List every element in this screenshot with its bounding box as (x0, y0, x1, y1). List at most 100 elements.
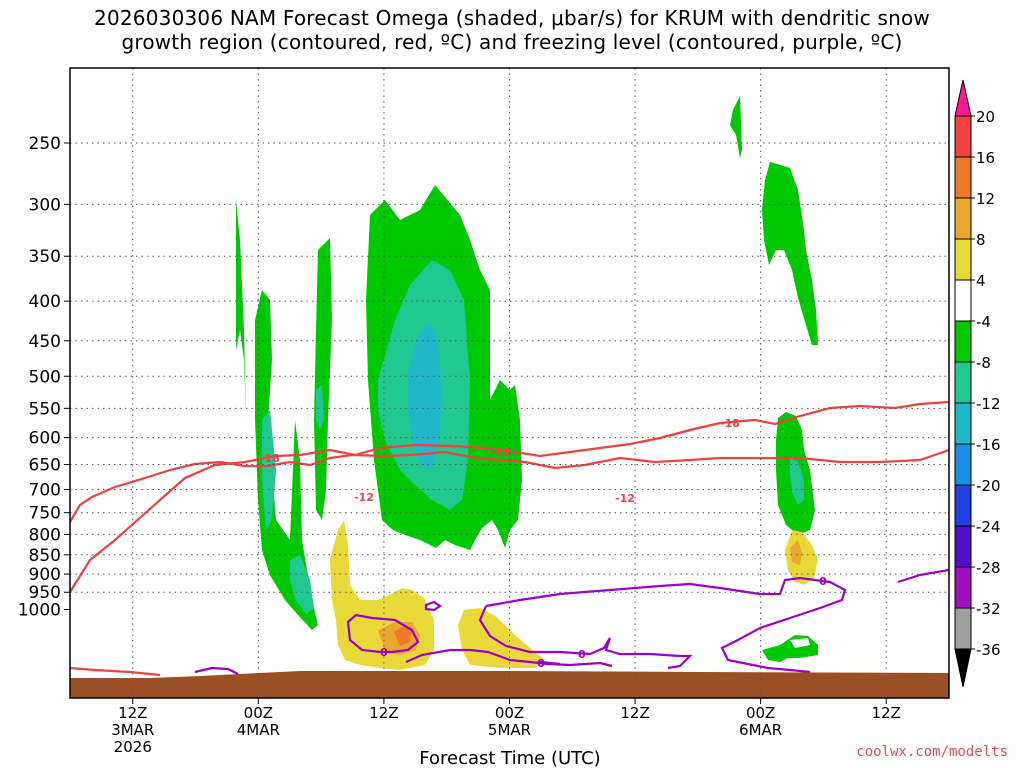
freezing-contour (485, 576, 847, 674)
omega-region-teal (790, 458, 804, 505)
contour-label-red: -18 (490, 446, 510, 459)
x-tick-label: 6MAR (739, 721, 782, 739)
x-tick-label: 12Z (620, 704, 649, 722)
title-line-2: growth region (contoured, red, ºC) and f… (121, 30, 903, 54)
omega-region-green (730, 96, 742, 158)
colorbar-label: -16 (976, 436, 1001, 454)
colorbar-label: 12 (976, 190, 995, 208)
x-tick-label: 12Z (369, 704, 398, 722)
colorbar-label: -12 (976, 395, 1001, 413)
y-tick-label: 1000 (18, 601, 61, 621)
omega-region-yellow (785, 530, 818, 585)
freezing-contour (424, 600, 442, 612)
freezing-contour (897, 568, 949, 584)
omega-region-green (255, 290, 318, 630)
y-tick-label: 850 (29, 546, 61, 566)
freezing-contour (405, 648, 613, 668)
omega-region-teal (316, 385, 324, 430)
y-tick-label: 300 (29, 195, 61, 215)
colorbar-swatch (954, 484, 972, 527)
x-tick-label: 2026 (114, 738, 152, 756)
y-tick-label: 750 (29, 504, 61, 524)
dgz-contour-minus12 (70, 448, 949, 523)
omega-region-teal (262, 410, 276, 530)
omega-region-green (236, 200, 246, 420)
omega-shading (236, 96, 818, 662)
omega-region-white (790, 638, 810, 648)
colorbar-swatch (954, 443, 972, 486)
y-tick-label: 350 (29, 247, 61, 267)
omega-positive-shading (330, 520, 818, 670)
y-tick-label: 800 (29, 525, 61, 545)
y-tick-label: 250 (29, 134, 61, 154)
colorbar-top-arrow (954, 79, 972, 117)
contour-label-red: -12 (615, 492, 635, 505)
y-tick-label: 700 (29, 480, 61, 500)
colorbar-swatch (954, 566, 972, 609)
x-axis-label: Forecast Time (UTC) (419, 748, 600, 768)
contour-label-red: -18 (260, 452, 280, 465)
colorbar-label: -8 (976, 354, 991, 372)
freezing-contour (539, 660, 561, 666)
y-tick-label: 650 (29, 456, 61, 476)
colorbar-swatch (954, 279, 972, 322)
x-tick-label: 00Z (495, 704, 524, 722)
colorbar-swatch (954, 238, 972, 281)
y-tick-label: 950 (29, 583, 61, 603)
colorbar-label: 20 (976, 108, 995, 126)
y-tick-label: 450 (29, 332, 61, 352)
colorbar-label: 16 (976, 149, 995, 167)
colorbar-label: 8 (976, 231, 986, 249)
y-tick-label: 600 (29, 429, 61, 449)
y-tick-label: 900 (29, 565, 61, 585)
colorbar-swatch (954, 115, 972, 158)
colorbar-label: 4 (976, 272, 986, 290)
dgz-contour-lower (70, 666, 161, 677)
plot-frame (69, 67, 950, 699)
x-tick-label: 12Z (872, 704, 901, 722)
omega-region-green (762, 635, 818, 662)
x-tick-label: 5MAR (488, 721, 531, 739)
omega-region-green (314, 238, 332, 520)
colorbar-label: -20 (976, 477, 1001, 495)
colorbar-label: -4 (976, 313, 991, 331)
colorbar-swatch (954, 197, 972, 240)
x-tick-label: 00Z (244, 704, 273, 722)
colorbar-swatch (954, 156, 972, 199)
omega-region-orange (790, 540, 802, 565)
x-tick-label: 4MAR (237, 721, 280, 739)
contour-label-purple: 0 (537, 657, 545, 670)
colorbar-swatch (954, 607, 972, 650)
grid (70, 68, 949, 698)
omega-region-cyan (407, 322, 442, 470)
x-tick-label: 00Z (746, 704, 775, 722)
y-tick-label: 550 (29, 399, 61, 419)
contour-label-red: -18 (720, 417, 740, 430)
chart-title: 2026030306 NAM Forecast Omega (shaded, μ… (0, 6, 1024, 54)
plot-area: -18 -18 -18 -12 -12 0 0 0 0 (70, 96, 949, 698)
colorbar-label: -32 (976, 600, 1001, 618)
freezing-contour (194, 666, 239, 675)
contour-label-purple: 0 (578, 648, 586, 661)
omega-region-orange (394, 626, 412, 646)
colorbar-swatch (954, 320, 972, 363)
y-tick-label: 500 (29, 367, 61, 387)
colorbar-label: -36 (976, 641, 1001, 659)
colorbar-bottom-arrow (954, 648, 972, 688)
x-tick-label: 12Z (118, 704, 147, 722)
contour-label-red: -12 (354, 491, 374, 504)
y-axis-ticks: 2503003504004505005506006507007508008509… (18, 134, 70, 621)
omega-region-teal (290, 555, 314, 614)
colorbar-swatch (954, 361, 972, 404)
colorbar-swatch (954, 402, 972, 445)
colorbar-label: -24 (976, 518, 1001, 536)
title-line-1: 2026030306 NAM Forecast Omega (shaded, μ… (94, 6, 930, 30)
omega-region-yellow (458, 608, 545, 668)
y-tick-label: 400 (29, 292, 61, 312)
contour-label-purple: 0 (819, 575, 827, 588)
site-credit: coolwx.com/modelts (856, 744, 1008, 760)
omega-region-green (762, 162, 818, 345)
colorbar: 20 16 12 8 4 -4 -8 -12 -16 -20 -24 -28 -32 -36 (954, 79, 1001, 688)
freezing-level-contours (194, 568, 949, 675)
